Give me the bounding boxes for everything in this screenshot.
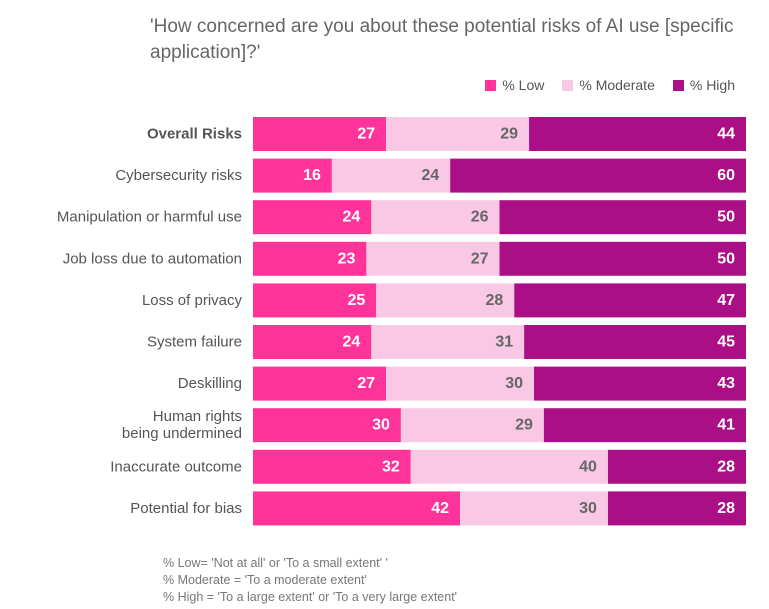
bar-segment-low	[253, 325, 372, 359]
bar-value-label: 43	[717, 375, 735, 392]
bar-value-label: 28	[485, 292, 503, 309]
bar-segment-moderate	[386, 117, 530, 151]
bar-value-label: 30	[579, 500, 597, 517]
category-label: Inaccurate outcome	[110, 458, 242, 475]
legend-label-low: % Low	[502, 77, 545, 93]
bar-value-label: 24	[343, 209, 361, 226]
bar-value-label: 29	[500, 126, 518, 143]
bar-value-label: 24	[421, 167, 439, 184]
bar-segment-high	[499, 200, 746, 235]
bar-value-label: 30	[505, 375, 523, 392]
bar-segment-moderate	[386, 366, 535, 401]
chart-title: 'How concerned are you about these poten…	[150, 16, 734, 63]
bar-segment-low	[253, 283, 377, 318]
bar-value-label: 44	[717, 126, 735, 143]
bar-segment-moderate	[331, 158, 451, 193]
bar-value-label: 50	[717, 250, 735, 267]
bar-value-label: 42	[431, 500, 449, 517]
category-label: Cybersecurity risks	[115, 167, 242, 184]
bar-segment-high	[514, 283, 746, 318]
bar-value-label: 31	[495, 334, 513, 351]
bar-segment-low	[253, 491, 461, 526]
bar-value-label: 27	[357, 375, 375, 392]
bar-segment-moderate	[371, 325, 525, 359]
bar-segment-high	[499, 241, 746, 276]
bar-segment-low	[253, 200, 372, 235]
legend-swatch-low	[485, 79, 497, 91]
legend-item-low: % Low	[485, 77, 544, 93]
category-label: System failure	[147, 334, 242, 351]
bar-segment-low	[253, 366, 387, 401]
legend-item-high: % High	[672, 77, 735, 93]
bar-segment-moderate	[371, 200, 500, 235]
category-label: Job loss due to automation	[63, 250, 242, 267]
bar-segment-moderate	[410, 449, 608, 484]
chart-legend: % Low % Moderate % High	[485, 77, 735, 93]
bar-value-label: 23	[338, 250, 356, 267]
legend-swatch-high	[672, 79, 684, 91]
bar-segment-low	[253, 449, 411, 484]
bar-segment-moderate	[376, 283, 515, 318]
bar-value-label: 29	[515, 417, 533, 434]
bar-segment-high	[524, 325, 746, 359]
footnotes: % Low= 'Not at all' or 'To a small exten…	[163, 555, 457, 606]
footnote-low: % Low= 'Not at all' or 'To a small exten…	[163, 556, 388, 570]
bar-value-label: 26	[471, 209, 489, 226]
bar-value-label: 16	[303, 167, 321, 184]
bar-value-label: 27	[471, 250, 489, 267]
bar-segment-low	[253, 241, 367, 276]
bar-segment-low	[253, 117, 387, 151]
bar-segment-low	[253, 408, 401, 443]
bar-segment-low	[253, 158, 332, 193]
bar-segment-high	[450, 158, 746, 193]
category-label: Human rights being undermined	[122, 408, 242, 442]
bar-value-label: 47	[717, 292, 735, 309]
stacked-bar-chart: Overall Risks 27 29 44 Cybersecurity risks 16…	[57, 117, 746, 526]
bar-value-label: 41	[717, 417, 735, 434]
bar-value-label: 28	[717, 500, 735, 517]
category-label: Deskilling	[178, 375, 242, 392]
category-label: Manipulation or harmful use	[57, 209, 242, 226]
category-label: Loss of privacy	[142, 292, 243, 309]
legend-label-high: % High	[689, 77, 735, 93]
bar-segment-moderate	[460, 491, 608, 526]
footnote-moderate: % Moderate = 'To a moderate extent'	[163, 573, 367, 587]
bar-segment-moderate	[400, 408, 544, 443]
bar-segment-moderate	[366, 241, 500, 276]
bar-value-label: 32	[382, 458, 400, 475]
bar-value-label: 50	[717, 209, 735, 226]
bar-value-label: 28	[717, 458, 735, 475]
bar-segment-high	[543, 408, 746, 443]
bar-value-label: 60	[717, 167, 735, 184]
bar-value-label: 25	[347, 292, 365, 309]
bar-value-label: 40	[579, 458, 597, 475]
legend-swatch-moderate	[562, 79, 574, 91]
bar-segment-high	[534, 366, 746, 401]
category-label: Overall Risks	[147, 126, 242, 143]
bar-segment-high	[529, 117, 746, 151]
bar-value-label: 27	[357, 126, 375, 143]
bar-value-label: 45	[717, 334, 735, 351]
legend-item-moderate: % Moderate	[562, 77, 655, 93]
bar-value-label: 30	[372, 417, 390, 434]
bar-segment-high	[607, 491, 746, 526]
bar-segment-high	[607, 449, 746, 484]
bar-value-label: 24	[343, 334, 361, 351]
footnote-high: % High = 'To a large extent' or 'To a ve…	[163, 590, 458, 604]
category-label: Potential for bias	[130, 500, 242, 517]
legend-label-moderate: % Moderate	[579, 77, 655, 93]
